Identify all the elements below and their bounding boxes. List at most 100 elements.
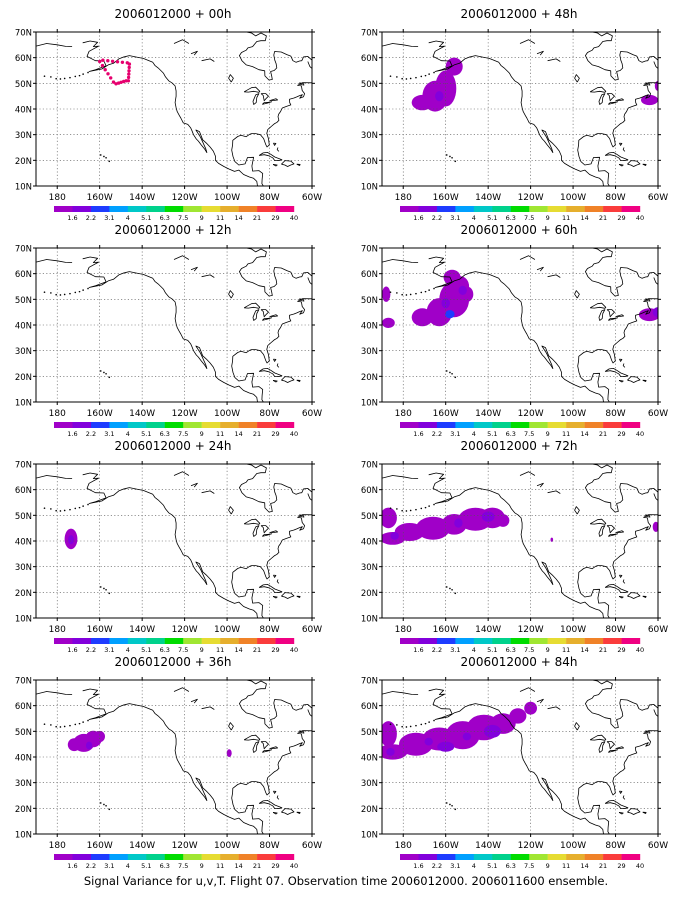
lat-label: 20N xyxy=(15,589,32,599)
coastlines xyxy=(36,32,312,186)
colorbar-label: 9 xyxy=(546,862,550,870)
colorbar-swatch xyxy=(109,206,129,212)
map-content xyxy=(36,680,312,834)
coastline xyxy=(296,379,301,382)
lat-label: 10N xyxy=(15,399,32,409)
gridlines xyxy=(382,248,658,402)
coastline xyxy=(36,259,73,263)
colorbar-swatch xyxy=(547,206,567,212)
colorbar-swatch xyxy=(473,422,493,428)
lake-outline xyxy=(269,98,278,101)
colorbar-swatch xyxy=(455,854,475,860)
lat-label: 10N xyxy=(15,831,32,841)
observation-point xyxy=(120,60,125,64)
lon-label: 60W xyxy=(648,193,668,203)
island xyxy=(82,73,84,75)
lat-label: 30N xyxy=(361,131,378,141)
coastline xyxy=(644,514,651,518)
colorbar-swatch xyxy=(146,422,165,428)
lake-outline xyxy=(608,101,619,105)
island xyxy=(428,505,430,507)
colorbar-swatch xyxy=(621,422,641,428)
coastline xyxy=(298,730,305,734)
ticks xyxy=(379,29,661,189)
coastline xyxy=(642,379,647,382)
map-area: 10N 20N 30N 40N 50N 60N 70N 180 160W 140W 120W 100W… xyxy=(361,461,668,655)
colorbar-label: 1.6 xyxy=(67,862,77,870)
colorbar-swatch xyxy=(257,422,276,428)
coastline xyxy=(618,380,624,383)
colorbar-label: 6.3 xyxy=(506,646,516,654)
colorbar-label: 11 xyxy=(216,862,224,870)
island xyxy=(59,294,62,296)
lake-outline xyxy=(260,741,269,750)
island xyxy=(55,725,57,728)
colorbar-swatch xyxy=(603,422,622,428)
island xyxy=(428,289,430,291)
lat-label: 60N xyxy=(15,270,32,280)
lat-label: 70N xyxy=(15,461,32,471)
island xyxy=(424,722,427,725)
island xyxy=(55,77,57,80)
island xyxy=(389,507,392,509)
colorbar-label: 14 xyxy=(234,646,242,654)
coastline xyxy=(577,709,658,834)
island xyxy=(87,503,89,506)
colorbar-swatch xyxy=(529,422,548,428)
island xyxy=(396,292,398,294)
coastline xyxy=(281,160,295,167)
observation-point xyxy=(115,60,120,64)
coastline xyxy=(298,298,305,302)
lon-label: 160W xyxy=(433,193,459,203)
coastline xyxy=(272,380,278,383)
island xyxy=(82,721,84,723)
colorbar-label: 6.3 xyxy=(160,214,170,222)
island xyxy=(103,371,105,374)
observation-point xyxy=(126,75,131,80)
island xyxy=(451,156,453,159)
colorbar-swatch xyxy=(109,854,129,860)
colorbar-label: 11 xyxy=(562,430,570,438)
colorbar-swatch xyxy=(418,854,438,860)
coastline xyxy=(311,304,312,306)
colorbar-swatch xyxy=(529,854,548,860)
panel-title: 2006012000 + 84h xyxy=(460,655,578,669)
coastline xyxy=(382,43,419,47)
colorbar-label: 40 xyxy=(636,214,644,222)
lon-label: 140W xyxy=(129,625,155,635)
lon-label: 100W xyxy=(560,193,586,203)
coastline xyxy=(281,808,295,815)
colorbar-swatch xyxy=(90,854,110,860)
colorbar-swatch xyxy=(400,206,419,212)
coastline xyxy=(276,363,280,368)
colorbar-swatch xyxy=(127,638,147,644)
coastline xyxy=(239,248,312,297)
colorbar-swatch xyxy=(547,638,567,644)
colorbar-label: 14 xyxy=(234,214,242,222)
lat-label: 70N xyxy=(15,677,32,687)
lon-label: 160W xyxy=(433,409,459,419)
island xyxy=(87,719,89,722)
map-panel: 2006012000 + 36h 10N 20N 30N 40N 50N 60N 70N 180… xyxy=(0,648,346,870)
coastlines xyxy=(382,464,658,618)
colorbar: 1.6 2.2 3.1 4 5.1 6.3 7.5 9 11 14 21 29 40 xyxy=(400,206,644,222)
colorbar-swatch xyxy=(109,638,129,644)
variance-blob xyxy=(496,514,510,527)
lake-outline xyxy=(574,506,580,515)
coastlines xyxy=(382,680,658,834)
colorbar-label: 29 xyxy=(271,646,279,654)
lake-outline xyxy=(173,39,190,44)
colorbar-swatch xyxy=(275,206,295,212)
colorbar-swatch xyxy=(238,638,258,644)
island xyxy=(43,507,46,509)
lon-label: 120W xyxy=(518,841,544,851)
coastline xyxy=(273,790,277,794)
lon-label: 180 xyxy=(395,625,412,635)
lon-label: 160W xyxy=(87,625,113,635)
coastline xyxy=(298,82,305,86)
colorbar-swatch xyxy=(275,854,295,860)
map-area: 10N 20N 30N 40N 50N 60N 70N 180 160W 140W 120W 100W… xyxy=(15,245,322,439)
lat-label: 30N xyxy=(361,347,378,357)
lat-label: 60N xyxy=(361,270,378,280)
variance-blob xyxy=(437,741,455,752)
